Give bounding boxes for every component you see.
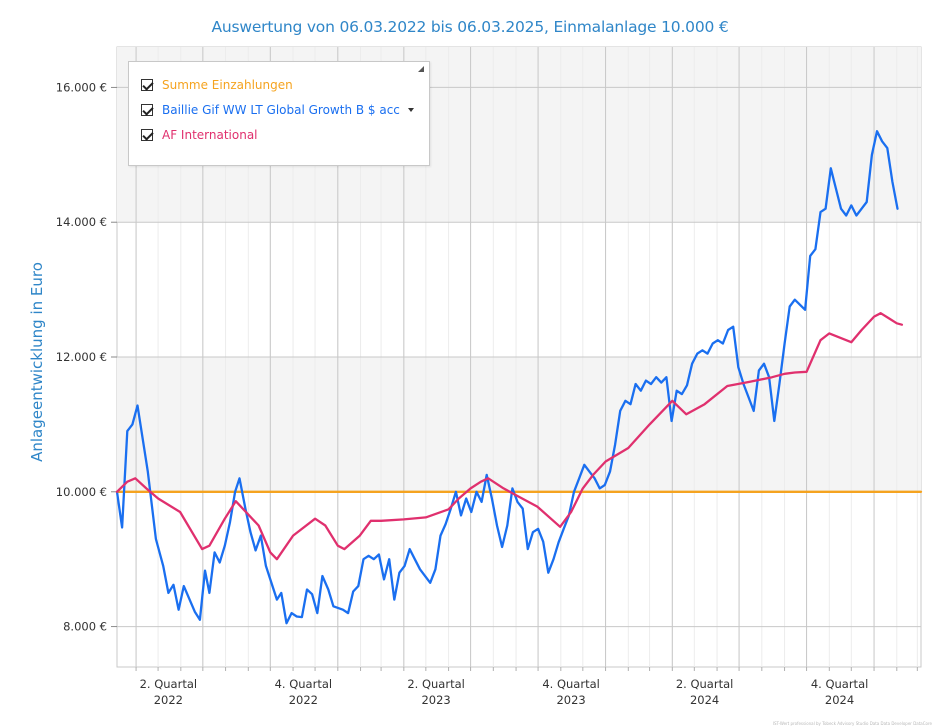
legend-item-einzahlungen[interactable]: Summe Einzahlungen	[141, 76, 293, 94]
legend-item-baillie[interactable]: Baillie Gif WW LT Global Growth B $ acc	[141, 101, 414, 119]
x-tick-year-label: 2022	[289, 693, 318, 707]
series-line-af-international	[115, 312, 904, 561]
footer-credit: IST-Wert professional by Tobeck Advisory…	[772, 721, 932, 726]
checkbox-baillie[interactable]	[141, 104, 153, 116]
y-tick-label: 8.000 €	[63, 620, 107, 634]
chart-title: Auswertung von 06.03.2022 bis 06.03.2025…	[211, 18, 729, 36]
checkbox-einzahlungen[interactable]	[141, 79, 153, 91]
y-tick-label: 16.000 €	[56, 80, 107, 94]
legend-resize-icon[interactable]	[418, 66, 424, 72]
legend-label-af-international: AF International	[162, 128, 258, 142]
chevron-down-icon[interactable]	[407, 108, 414, 112]
x-tick-year-label: 2024	[825, 693, 854, 707]
legend-label-einzahlungen: Summe Einzahlungen	[162, 78, 293, 92]
x-tick-year-label: 2023	[421, 693, 450, 707]
chart-legend[interactable]: Summe Einzahlungen Baillie Gif WW LT Glo…	[128, 61, 430, 166]
checkbox-af-international[interactable]	[141, 129, 153, 141]
x-tick-year-label: 2023	[556, 693, 585, 707]
grid-band	[117, 357, 921, 492]
legend-item-af-international[interactable]: AF International	[141, 126, 258, 144]
x-tick-label: 2. Quartal	[140, 677, 198, 691]
y-tick-label: 14.000 €	[56, 215, 107, 229]
y-tick-label: 12.000 €	[56, 350, 107, 364]
y-tick-label: 10.000 €	[56, 485, 107, 499]
x-tick-label: 4. Quartal	[275, 677, 333, 691]
x-tick-label: 4. Quartal	[811, 677, 869, 691]
x-tick-label: 2. Quartal	[676, 677, 734, 691]
x-tick-label: 2. Quartal	[407, 677, 465, 691]
x-tick-year-label: 2022	[154, 693, 183, 707]
x-tick-year-label: 2024	[690, 693, 719, 707]
legend-label-baillie: Baillie Gif WW LT Global Growth B $ acc	[162, 103, 400, 117]
x-tick-label: 4. Quartal	[542, 677, 600, 691]
